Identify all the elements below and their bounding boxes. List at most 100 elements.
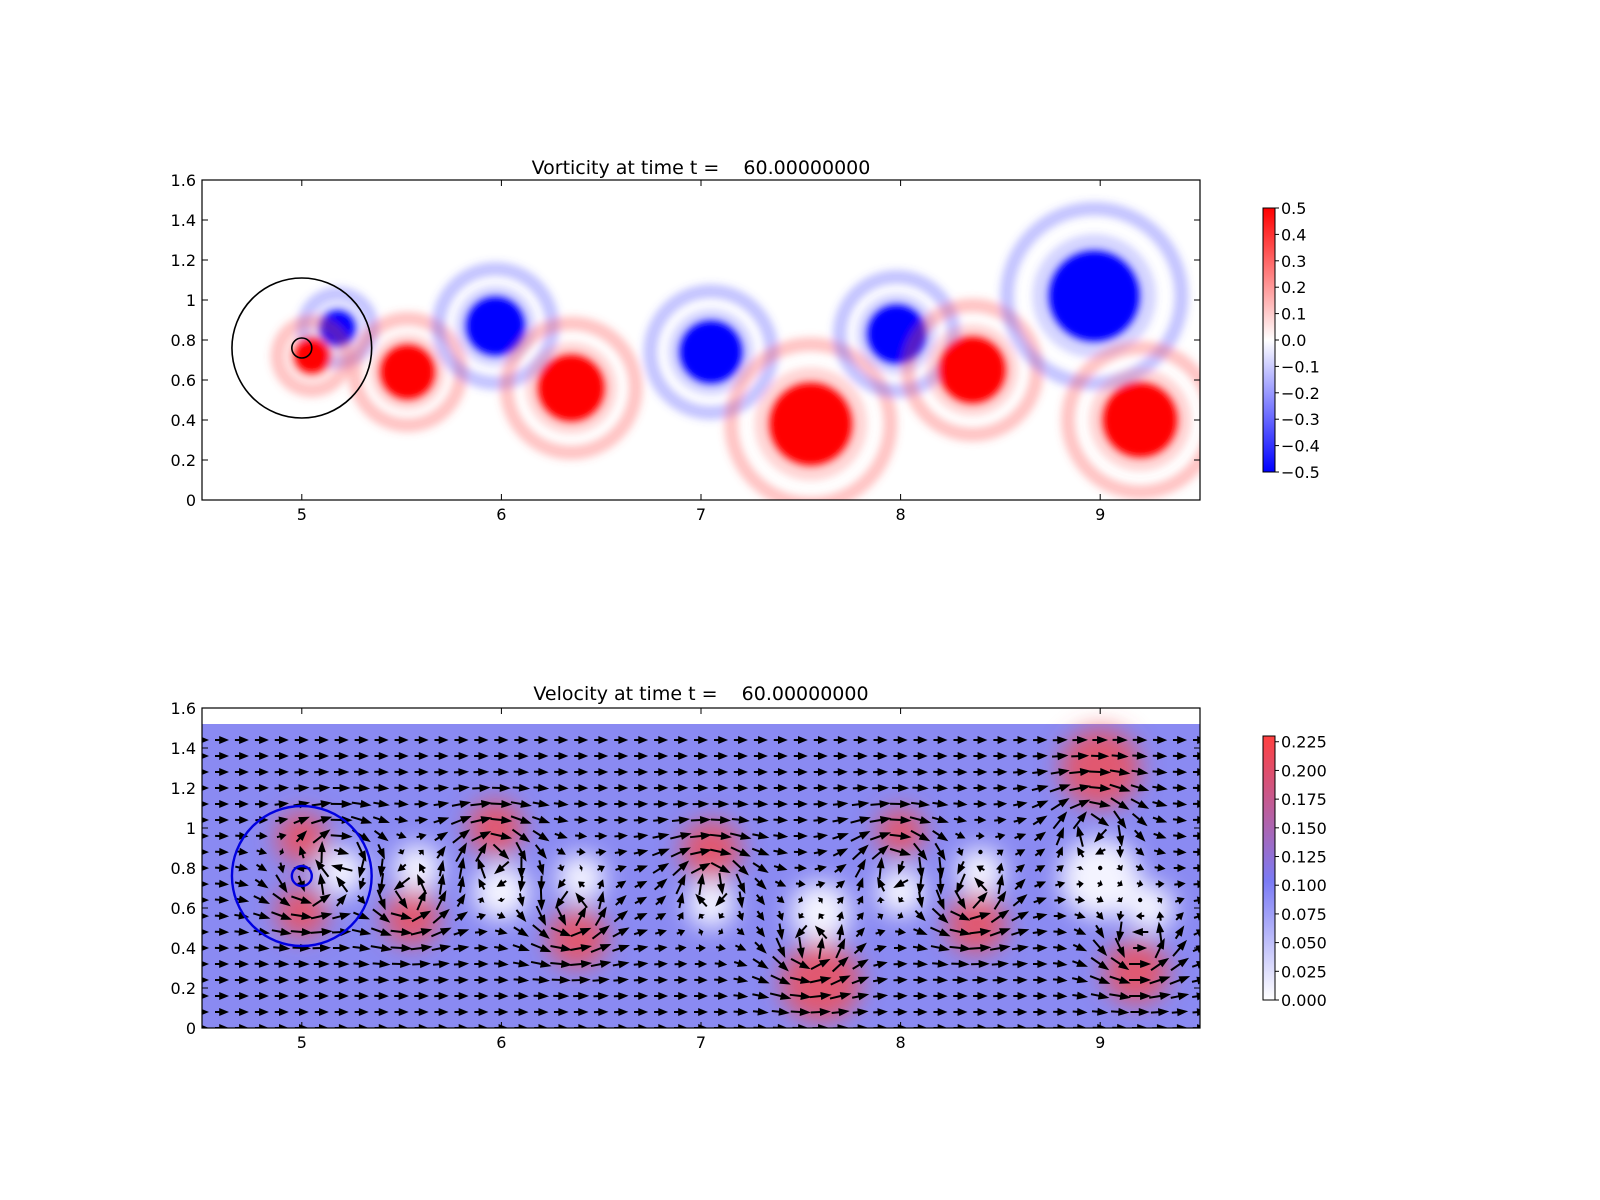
- velocity-arrow: [689, 832, 712, 840]
- velocity-arrow: [393, 975, 410, 984]
- velocity-arrow: [431, 944, 452, 953]
- velocity-arrow: [833, 784, 849, 793]
- velocity-arrow: [350, 815, 373, 824]
- velocity-arrow: [292, 943, 312, 952]
- velocity-arrow: [555, 905, 567, 926]
- velocity-arrow: [993, 1008, 1008, 1017]
- velocity-arrow: [554, 831, 568, 839]
- velocity-arrow: [734, 943, 747, 951]
- velocity-arrow: [835, 880, 846, 889]
- velocity-arrow: [591, 925, 610, 940]
- vorticity-circles: [231, 277, 373, 419]
- velocity-arrow: [893, 943, 908, 952]
- velocity-arrow: [836, 911, 844, 922]
- velocity-arrow: [354, 735, 369, 744]
- velocity-arrow: [274, 736, 289, 745]
- velocity-arrow: [332, 783, 351, 792]
- velocity-arrow: [889, 832, 912, 840]
- velocity-arrow: [752, 815, 769, 824]
- velocity-arrow: [279, 847, 285, 856]
- velocity-arrow: [816, 937, 825, 960]
- velocity-arrow: [334, 975, 350, 984]
- velocity-arrow: [694, 991, 708, 1000]
- velocity-arrow: [710, 815, 732, 824]
- velocity-arrow: [214, 736, 230, 744]
- velocity-arrow: [773, 815, 789, 824]
- velocity-arrow: [1053, 912, 1067, 920]
- velocity-arrow: [634, 736, 649, 744]
- velocity-arrow: [214, 1008, 230, 1016]
- velocity-arrow: [254, 878, 269, 889]
- velocity-arrow: [794, 924, 808, 939]
- velocity-arrow: [214, 895, 230, 904]
- velocity-arrow: [456, 893, 466, 908]
- velocity-arrow: [715, 892, 728, 907]
- velocity-arrow: [793, 752, 808, 760]
- vorticity-y-tick-label: 1.4: [171, 211, 196, 230]
- velocity-arrow: [953, 1024, 968, 1028]
- velocity-arrow: [933, 1007, 948, 1016]
- velocity-arrow: [374, 735, 389, 744]
- velocity-arrow: [953, 736, 968, 744]
- velocity-arrow: [496, 879, 507, 888]
- velocity-arrow: [553, 815, 569, 824]
- velocity-arrow: [1153, 831, 1167, 839]
- velocity-arrow: [796, 936, 805, 959]
- velocity-arrow: [810, 1008, 831, 1017]
- velocity-arrow: [693, 768, 709, 777]
- velocity-arrow: [432, 908, 450, 924]
- velocity-arrow: [474, 752, 489, 761]
- velocity-arrow: [934, 842, 946, 861]
- velocity-arrow: [935, 889, 945, 911]
- velocity-arrow: [390, 912, 413, 920]
- velocity-arrow: [433, 800, 450, 809]
- velocity-arrow: [854, 858, 866, 878]
- velocity-arrow: [1089, 768, 1112, 776]
- velocity-arrow: [494, 991, 509, 1000]
- velocity-arrow: [533, 767, 549, 776]
- negative-vortex: [465, 296, 526, 356]
- velocity-arrow: [798, 895, 804, 904]
- vorticity-colorbar-tick-label: 0.3: [1281, 252, 1306, 271]
- velocity-arrow: [853, 736, 868, 745]
- velocity-arrow: [950, 910, 971, 921]
- velocity-arrow: [478, 878, 487, 890]
- velocity-arrow: [692, 800, 710, 809]
- velocity-arrow: [1053, 1007, 1068, 1016]
- velocity-arrow: [354, 975, 370, 984]
- velocity-arrow: [1076, 880, 1084, 889]
- velocity-arrow: [615, 864, 627, 873]
- velocity-arrow: [793, 736, 808, 744]
- velocity-arrow: [673, 784, 689, 793]
- velocity-arrow: [256, 847, 268, 856]
- velocity-arrow: [332, 912, 352, 921]
- velocity-arrow: [1052, 991, 1068, 1000]
- velocity-arrow: [1089, 975, 1111, 984]
- velocity-arrow: [351, 927, 372, 936]
- velocity-arrow: [394, 991, 409, 1000]
- velocity-arrow: [693, 736, 709, 744]
- velocity-arrow: [433, 817, 450, 825]
- velocity-arrow: [713, 783, 729, 792]
- velocity-arrow: [594, 783, 609, 792]
- velocity-arrow: [993, 890, 1007, 910]
- velocity-arrow: [275, 874, 288, 894]
- velocity-arrow: [1135, 911, 1145, 920]
- velocity-arrow: [895, 927, 907, 936]
- velocity-arrow: [653, 878, 668, 891]
- velocity-arrow: [234, 1008, 249, 1016]
- velocity-arrow: [416, 889, 426, 911]
- velocity-arrow: [813, 752, 828, 761]
- velocity-arrow: [953, 991, 968, 1000]
- velocity-arrow: [293, 816, 310, 825]
- velocity-arrow: [774, 879, 787, 887]
- velocity-arrow: [832, 800, 849, 809]
- velocity-arrow: [634, 913, 648, 921]
- velocity-arrow: [234, 736, 249, 744]
- velocity-arrow: [1113, 810, 1127, 830]
- velocity-arrow: [775, 937, 786, 959]
- velocity-arrow: [334, 751, 349, 760]
- velocity-arrow: [1013, 800, 1028, 809]
- velocity-colorbar: 0.225 0.200 0.175 0.150 0.125 0.100 0.075 0.050…: [1262, 733, 1327, 1010]
- velocity-arrow: [831, 1008, 850, 1017]
